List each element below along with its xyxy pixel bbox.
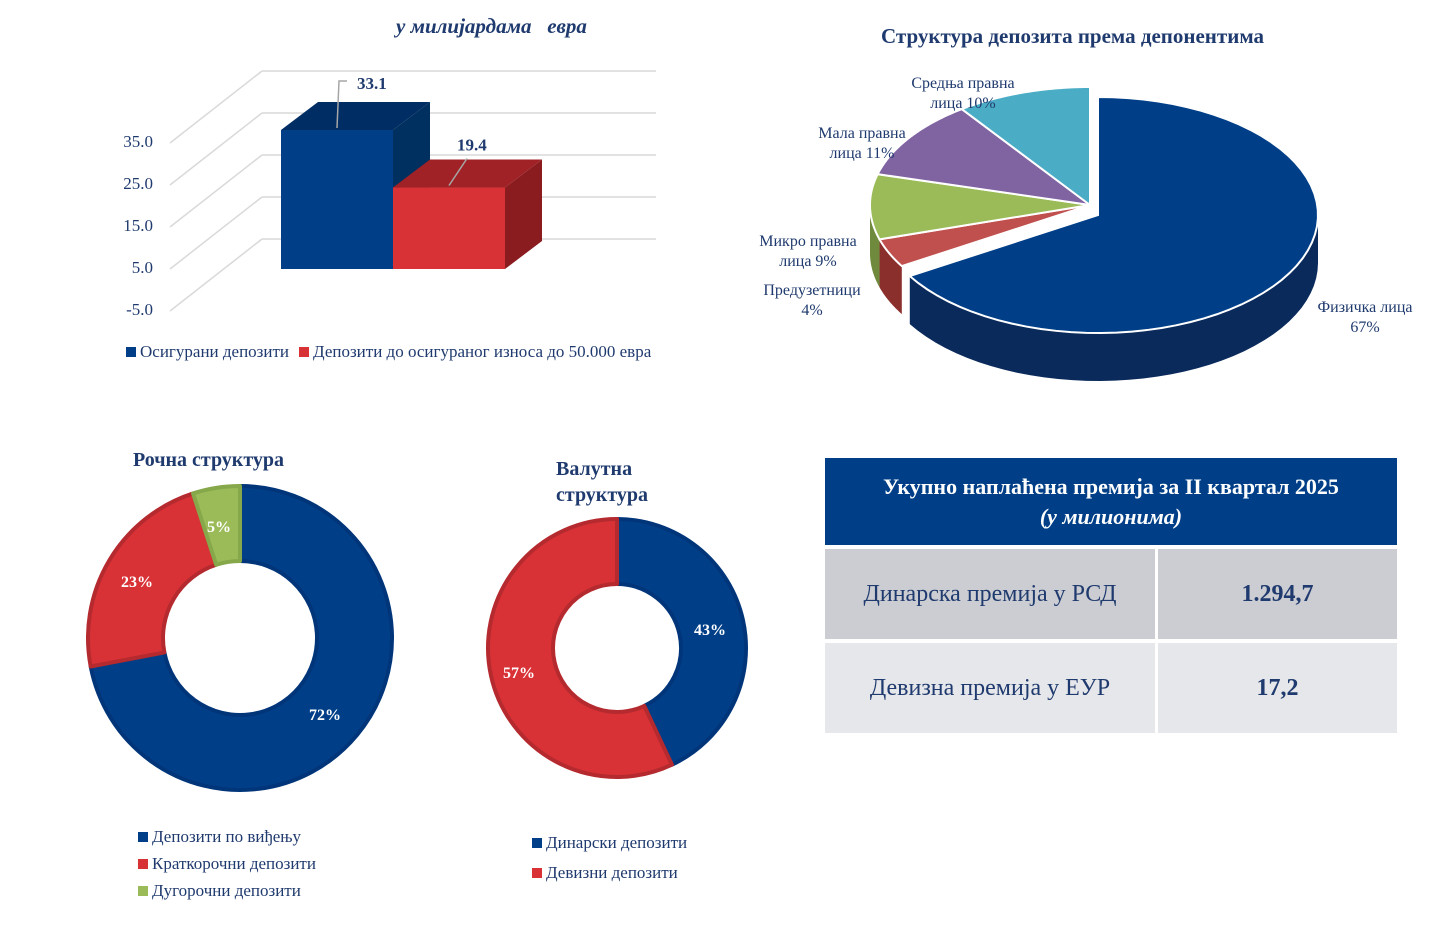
bar-side	[505, 159, 542, 269]
premium-subtitle: (у милионима)	[1039, 503, 1183, 529]
bar-legend: Осигурани депозити Депозити до осигурано…	[126, 342, 651, 362]
donut-segment	[486, 517, 674, 779]
pie-label-physical: Физичка лица 67%	[1317, 299, 1413, 336]
currency-legend: Динарски депозити Девизни депозити	[532, 828, 687, 888]
maturity-title: Рочна структура	[133, 449, 285, 471]
donut-segment	[86, 491, 219, 669]
pie-label-micro: Микро правна лица 9%	[759, 233, 857, 270]
bar-chart: 33.1 19.4	[169, 70, 656, 312]
row-value: 17,2	[1158, 643, 1397, 733]
legend-swatch-insured	[126, 347, 136, 357]
depositor-pie-title: Структура депозита према депонентима	[881, 24, 1264, 48]
donut-charts: 72% 23% 5% 43% 57%	[86, 484, 748, 792]
data-label: 23%	[121, 574, 153, 591]
legend-label: Динарски депозити	[546, 833, 688, 852]
data-label: 57%	[503, 665, 535, 682]
data-label: 33.1	[357, 74, 387, 93]
depositor-pie-chart	[869, 85, 1319, 381]
donut-segment	[191, 484, 242, 567]
data-label: 19.4	[457, 136, 487, 155]
premium-table-header: Укупно наплаћена премија за II квартал 2…	[825, 458, 1397, 545]
bar-top	[393, 159, 542, 188]
maturity-legend: Депозити по виђењу Краткорочни депозити …	[138, 823, 316, 904]
pie-slice	[877, 204, 1091, 268]
gridline-side	[169, 154, 263, 228]
gridline-side	[169, 238, 263, 312]
legend-swatch-upto50k	[299, 347, 310, 357]
gridline-side	[169, 196, 263, 270]
pie-slice-side	[909, 215, 1318, 381]
legend-label: Депозити до осигураног износа до 50.000 …	[313, 342, 652, 361]
legend-label: Осигурани депозити	[140, 342, 290, 361]
row-value: 1.294,7	[1158, 549, 1397, 639]
legend-label: Краткорочни депозити	[152, 854, 316, 873]
y-tick-label: 5.0	[131, 258, 153, 277]
pie-slice-side	[879, 239, 902, 315]
premium-title: Укупно наплаћена премија за II квартал 2…	[883, 473, 1339, 499]
currency-title: Валутна структура	[556, 458, 649, 506]
data-label: 5%	[207, 519, 231, 536]
row-label: Динарска премија у РСД	[825, 549, 1155, 639]
data-label: 43%	[694, 622, 726, 639]
premium-table: Укупно наплаћена премија за II квартал 2…	[825, 458, 1397, 733]
gridline-side	[169, 112, 263, 186]
data-label: 72%	[309, 707, 341, 724]
legend-label: Депозити по виђењу	[152, 827, 302, 846]
pie-slice	[869, 173, 1091, 241]
gridline-side	[169, 70, 263, 144]
bar-chart-title: у милијардама евра	[396, 14, 587, 38]
bar	[281, 129, 393, 269]
legend-label: Девизни депозити	[546, 863, 678, 882]
pie-label-entrepreneurs: Предузетници 4%	[763, 282, 861, 319]
y-tick-label: 15.0	[123, 216, 153, 235]
y-tick-label: 35.0	[123, 132, 153, 151]
y-tick-label: 25.0	[123, 174, 153, 193]
pie-label-medium: Средња правна лица 10%	[911, 75, 1015, 112]
row-label: Девизна премија у ЕУР	[825, 643, 1155, 733]
pie-label-small: Мала правна лица 11%	[818, 125, 906, 162]
table-row: Девизна премија у ЕУР 17,2	[825, 643, 1397, 733]
pie-slice	[959, 85, 1091, 207]
bar-top	[281, 101, 430, 130]
donut-segment	[615, 517, 748, 767]
pie-slice	[876, 107, 1091, 206]
leader-line	[336, 80, 347, 129]
leader-line	[448, 158, 468, 186]
legend-label: Дугорочни депозити	[152, 881, 301, 900]
donut-segment	[88, 484, 394, 792]
bar	[393, 187, 505, 269]
table-row: Динарска премија у РСД 1.294,7	[825, 549, 1397, 639]
pie-slice	[907, 95, 1319, 334]
y-tick-label: -5.0	[126, 300, 153, 319]
